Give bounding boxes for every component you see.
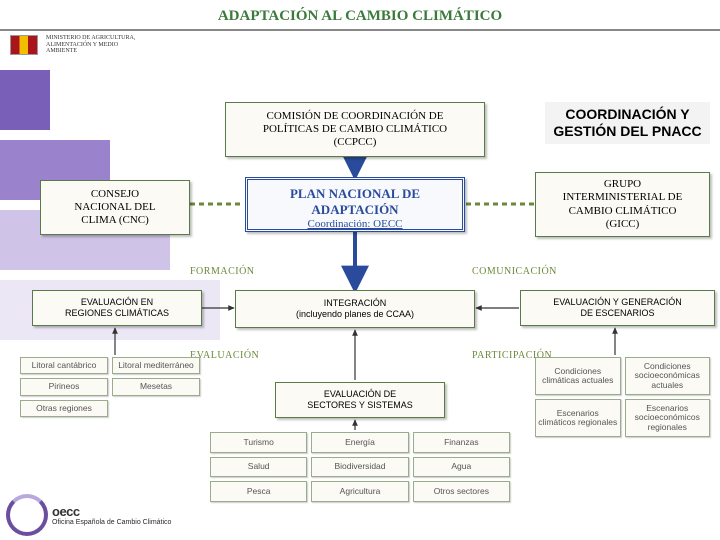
grid-cell: Biodiversidad	[311, 457, 408, 478]
grid-cell: Otras regiones	[20, 400, 108, 417]
label-comunicacion: COMUNICACIÓN	[472, 266, 557, 277]
grid-cell: Condiciones climáticas actuales	[535, 357, 621, 395]
grid-cell: Finanzas	[413, 432, 510, 453]
grid-cell: Energía	[311, 432, 408, 453]
grid-cell: Mesetas	[112, 378, 200, 395]
grid-cell: Otros sectores	[413, 481, 510, 502]
footer-logo: oecc Oficina Española de Cambio Climátic…	[6, 494, 171, 536]
plan-subtitle: Coordinación: OECC	[254, 218, 456, 230]
plan-title: PLAN NACIONAL DE ADAPTACIÓN	[254, 186, 456, 218]
grid-scenarios: Condiciones climáticas actualesCondicion…	[535, 357, 710, 437]
diagram-stage: COMISIÓN DE COORDINACIÓN DEPOLÍTICAS DE …	[0, 72, 720, 540]
box-ccpcc: COMISIÓN DE COORDINACIÓN DEPOLÍTICAS DE …	[225, 102, 485, 157]
side-title-pnacc: COORDINACIÓN Y GESTIÓN DEL PNACC	[545, 102, 710, 144]
label-evaluacion: EVALUACIÓN	[190, 350, 259, 361]
grid-cell: Condiciones socioeconómicas actuales	[625, 357, 711, 395]
oecc-ring-icon	[6, 494, 48, 536]
grid-cell: Litoral cantábrico	[20, 357, 108, 374]
grid-cell: Agua	[413, 457, 510, 478]
grid-cell: Pirineos	[20, 378, 108, 395]
grid-cell: Turismo	[210, 432, 307, 453]
page-title: ADAPTACIÓN AL CAMBIO CLIMÁTICO	[0, 0, 720, 31]
flag-spain	[10, 35, 38, 55]
grid-cell: Escenarios climáticos regionales	[535, 399, 621, 437]
box-evaluacion-sectores: EVALUACIÓN DESECTORES Y SISTEMAS	[275, 382, 445, 418]
header-strip: MINISTERIO DE AGRICULTURA, ALIMENTACIÓN …	[0, 31, 720, 59]
grid-cell: Pesca	[210, 481, 307, 502]
footer-brand: oecc	[52, 504, 171, 519]
box-cnc: CONSEJONACIONAL DELCLIMA (CNC)	[40, 180, 190, 235]
ministry-label: MINISTERIO DE AGRICULTURA, ALIMENTACIÓN …	[46, 35, 136, 55]
box-gicc: GRUPOINTERMINISTERIAL DECAMBIO CLIMÁTICO…	[535, 172, 710, 237]
box-evaluacion-regiones: EVALUACIÓN ENREGIONES CLIMÁTICAS	[32, 290, 202, 326]
label-formacion: FORMACIÓN	[190, 266, 255, 277]
box-evaluacion-escenarios: EVALUACIÓN Y GENERACIÓNDE ESCENARIOS	[520, 290, 715, 326]
grid-sectors: TurismoEnergíaFinanzas SaludBiodiversidad…	[210, 432, 510, 502]
box-integracion: INTEGRACIÓN(incluyendo planes de CCAA)	[235, 290, 475, 328]
grid-cell: Salud	[210, 457, 307, 478]
grid-cell: Litoral mediterráneo	[112, 357, 200, 374]
grid-cell: Escenarios socioeconómicos regionales	[625, 399, 711, 437]
box-plan-nacional: PLAN NACIONAL DE ADAPTACIÓN Coordinación…	[245, 177, 465, 232]
grid-regions: Litoral cantábricoLitoral mediterráneoPi…	[20, 357, 200, 417]
grid-cell: Agricultura	[311, 481, 408, 502]
footer-subtitle: Oficina Española de Cambio Climático	[52, 519, 171, 526]
